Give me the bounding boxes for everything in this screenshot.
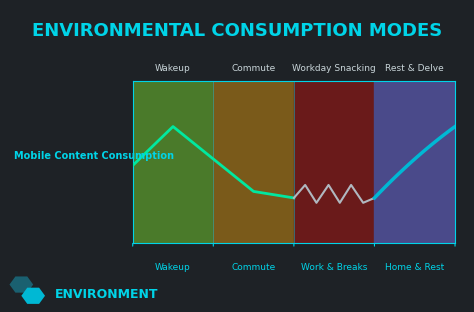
Text: ENVIRONMENT: ENVIRONMENT bbox=[55, 288, 158, 301]
Text: Wakeup: Wakeup bbox=[155, 263, 191, 272]
Text: Home & Rest: Home & Rest bbox=[385, 263, 444, 272]
Text: Commute: Commute bbox=[231, 64, 276, 73]
Text: Rest & Delve: Rest & Delve bbox=[385, 64, 444, 73]
Bar bbox=[213, 81, 294, 243]
Text: Wakeup: Wakeup bbox=[155, 64, 191, 73]
Bar bbox=[294, 81, 374, 243]
Text: Workday Snacking: Workday Snacking bbox=[292, 64, 376, 73]
Bar bbox=[374, 81, 455, 243]
Text: Commute: Commute bbox=[231, 263, 276, 272]
Text: Mobile Content Consumption: Mobile Content Consumption bbox=[14, 151, 174, 161]
Text: Work & Breaks: Work & Breaks bbox=[301, 263, 367, 272]
Text: ENVIRONMENTAL CONSUMPTION MODES: ENVIRONMENTAL CONSUMPTION MODES bbox=[32, 22, 442, 40]
Bar bbox=[133, 81, 213, 243]
